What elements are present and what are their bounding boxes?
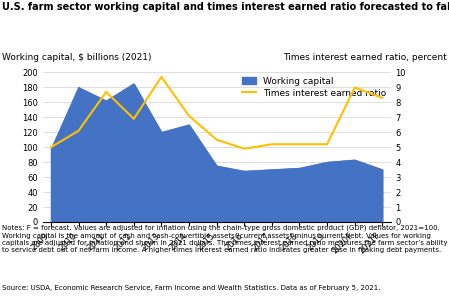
- Text: Notes: F = forecast. Values are adjusted for inflation using the chain-type gros: Notes: F = forecast. Values are adjusted…: [2, 225, 448, 253]
- Text: Source: USDA, Economic Research Service, Farm Income and Wealth Statistics. Data: Source: USDA, Economic Research Service,…: [2, 285, 381, 291]
- Legend: Working capital, Times interest earned ratio: Working capital, Times interest earned r…: [239, 74, 389, 100]
- Text: Working capital, $ billions (2021): Working capital, $ billions (2021): [2, 53, 152, 62]
- Text: Times interest earned ratio, percent: Times interest earned ratio, percent: [283, 53, 447, 62]
- Text: U.S. farm sector working capital and times interest earned ratio forecasted to f: U.S. farm sector working capital and tim…: [2, 2, 449, 11]
